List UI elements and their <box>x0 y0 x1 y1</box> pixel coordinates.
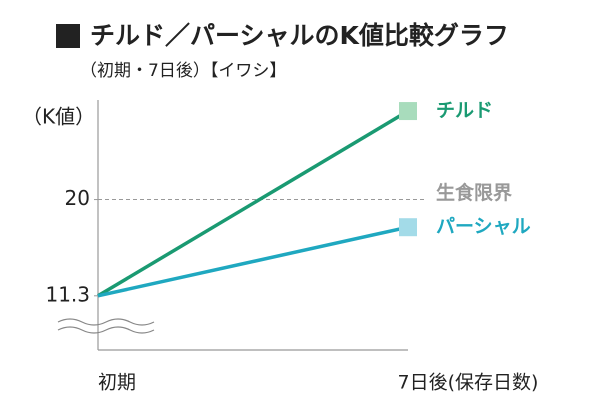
legend-marker <box>399 218 417 237</box>
axis-break <box>57 318 155 326</box>
legend-label: パーシャル <box>436 216 531 238</box>
reference-label: 生食限界 <box>436 181 512 204</box>
series-line <box>97 225 409 298</box>
series-line <box>97 109 409 298</box>
legend-label: チルド <box>436 100 493 122</box>
y-tick-label: 20 <box>65 186 90 210</box>
chart-subtitle: （初期・7日後）【イワシ】 <box>80 61 286 81</box>
x-tick-label: 初期 <box>98 372 136 394</box>
y-tick-label: 11.3 <box>45 282 90 306</box>
title-bullet <box>56 24 80 48</box>
y-axis-label: （K値） <box>22 105 95 129</box>
legend-marker <box>399 102 417 121</box>
x-tick-label: 7日後(保存日数) <box>398 372 539 394</box>
chart-title: チルド／パーシャルのK値比較グラフ <box>90 21 509 50</box>
axis-break <box>57 326 155 334</box>
